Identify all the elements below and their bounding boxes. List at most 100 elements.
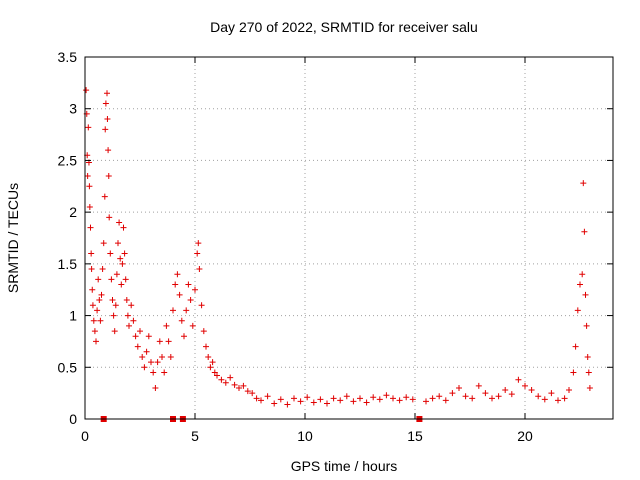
- data-point: [181, 333, 187, 340]
- data-point: [96, 297, 103, 304]
- data-point: [143, 348, 150, 355]
- data-point: [436, 393, 443, 400]
- data-point: [449, 390, 456, 397]
- data-point: [108, 276, 115, 283]
- data-point: [115, 240, 121, 247]
- data-point: [581, 228, 588, 235]
- data-point: [192, 286, 198, 293]
- data-point: [86, 183, 93, 190]
- data-point: [110, 312, 117, 319]
- data-point: [337, 397, 344, 404]
- data-point: [203, 343, 209, 350]
- data-point: [284, 401, 291, 408]
- data-point: [515, 376, 522, 383]
- data-point: [123, 297, 130, 304]
- data-point: [264, 393, 271, 400]
- data-point: [396, 397, 403, 404]
- x-tick-label: 0: [81, 428, 89, 444]
- data-point: [310, 399, 317, 406]
- data-point: [84, 172, 91, 179]
- data-point: [469, 395, 476, 402]
- data-point: [244, 388, 251, 395]
- data-point: [100, 240, 107, 247]
- data-point: [572, 343, 579, 350]
- data-point: [116, 219, 123, 226]
- data-point: [104, 116, 111, 123]
- data-point: [107, 250, 114, 257]
- data-point: [291, 395, 297, 402]
- x-tick-label: 10: [297, 428, 313, 444]
- data-point: [258, 397, 264, 404]
- y-tick-label: 0: [69, 411, 77, 427]
- data-point: [152, 384, 159, 391]
- data-point: [178, 317, 185, 324]
- data-point: [195, 240, 202, 247]
- data-point: [577, 281, 583, 288]
- data-point: [119, 260, 126, 267]
- data-point: [508, 391, 515, 398]
- data-point: [120, 224, 127, 231]
- data-point: [566, 387, 572, 394]
- data-point: [495, 393, 502, 400]
- data-point: [574, 307, 581, 314]
- data-point: [231, 381, 238, 388]
- data-point: [87, 224, 94, 231]
- data-point: [102, 126, 109, 133]
- data-point: [196, 266, 203, 273]
- data-point: [277, 396, 284, 403]
- data-point: [88, 250, 95, 257]
- data-point: [148, 359, 154, 366]
- data-point: [150, 369, 157, 376]
- data-point: [271, 400, 278, 407]
- data-point: [350, 398, 357, 405]
- data-point: [161, 369, 168, 376]
- data-point: [548, 390, 555, 397]
- data-point: [109, 297, 116, 304]
- data-point: [97, 317, 104, 324]
- data-point: [489, 395, 495, 402]
- data-point: [198, 302, 205, 309]
- x-tick-label: 20: [517, 428, 533, 444]
- data-point: [370, 394, 377, 401]
- data-point: [253, 395, 260, 402]
- data-point: [86, 203, 93, 210]
- data-point: [105, 172, 112, 179]
- data-point: [176, 291, 183, 298]
- data-point: [134, 343, 141, 350]
- data-point: [167, 353, 174, 360]
- data-point: [357, 395, 363, 402]
- data-point: [156, 338, 163, 345]
- data-point: [154, 359, 161, 366]
- data-point: [95, 276, 102, 283]
- data-point: [541, 396, 548, 403]
- data-point: [585, 369, 592, 376]
- data-point: [124, 312, 131, 319]
- data-point: [165, 338, 172, 345]
- data-point: [535, 393, 542, 400]
- data-point: [240, 382, 247, 389]
- data-point: [579, 271, 586, 278]
- y-tick-label: 2: [69, 204, 77, 220]
- data-point: [187, 297, 194, 304]
- data-point: [185, 281, 192, 288]
- x-tick-label: 15: [407, 428, 423, 444]
- data-point: [211, 369, 218, 376]
- data-point: [137, 328, 143, 335]
- data-point: [207, 364, 214, 371]
- data-point: [528, 387, 535, 394]
- data-point: [200, 328, 207, 335]
- data-point: [139, 353, 146, 360]
- data-point: [170, 307, 176, 314]
- data-point: [583, 322, 590, 329]
- data-point: [130, 317, 137, 324]
- data-point: [482, 390, 489, 397]
- data-point: [582, 291, 589, 298]
- data-point: [113, 271, 120, 278]
- y-axis-label: SRMTID / TECUs: [5, 183, 21, 293]
- x-axis-label: GPS time / hours: [291, 458, 398, 474]
- data-point: [442, 397, 449, 404]
- data-point: [121, 250, 128, 257]
- data-point: [104, 90, 110, 97]
- data-point: [172, 281, 179, 288]
